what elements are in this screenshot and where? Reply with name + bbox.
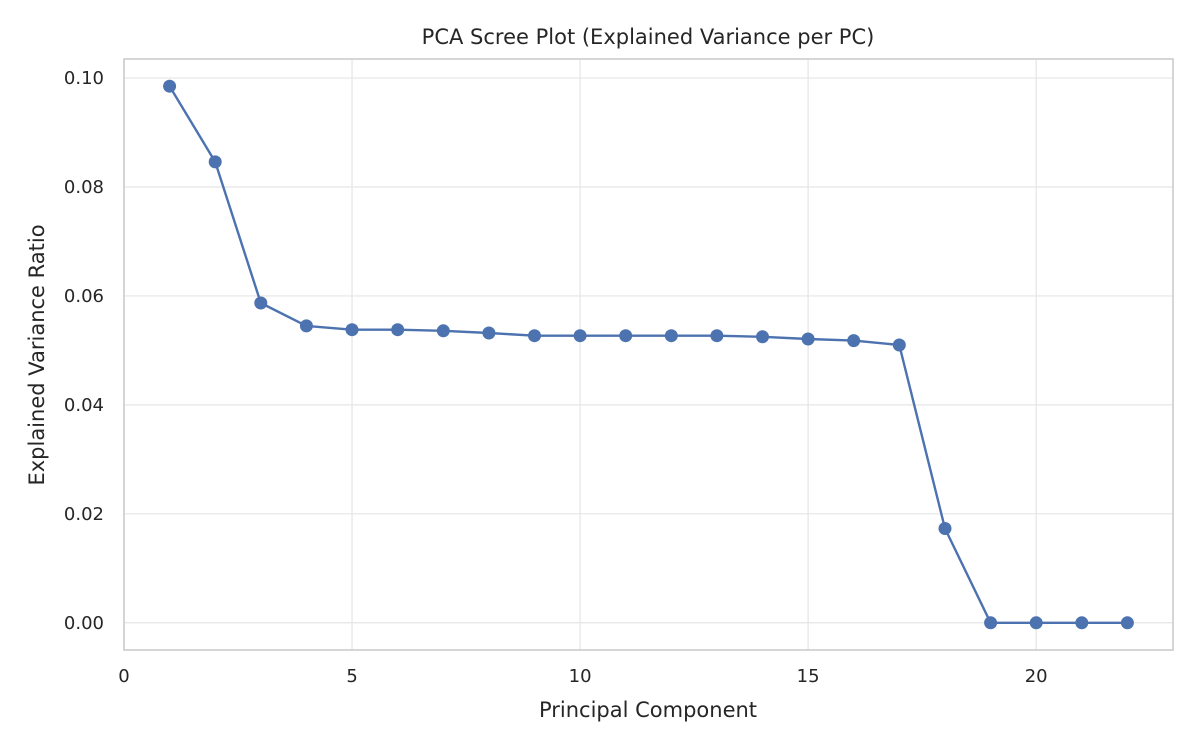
y-tick-labels: 0.00 0.02 0.04 0.06 0.08 0.10 [64,68,104,634]
x-axis-label: Principal Component [539,698,757,722]
data-point [1120,616,1134,630]
plot-frame [123,58,1174,651]
data-point [391,323,405,337]
data-point [1075,616,1089,630]
data-point [801,332,815,346]
y-axis-label: Explained Variance Ratio [25,224,49,485]
data-point [664,329,678,343]
x-tick-labels: 0 5 10 15 20 [118,666,1047,687]
grid-lines [123,59,1173,650]
y-tick-label: 0.08 [64,177,104,198]
data-point [436,324,450,338]
y-tick-label: 0.04 [64,395,104,416]
data-point [938,522,952,535]
data-point [756,330,769,344]
data-point [984,616,998,630]
x-tick-label: 15 [797,666,820,687]
y-tick-label: 0.00 [64,613,104,634]
data-point [208,155,222,169]
x-tick-label: 20 [1025,666,1048,687]
y-tick-label: 0.10 [64,68,104,89]
x-tick-label: 5 [346,666,357,687]
data-point [345,323,359,337]
x-tick-label: 10 [569,666,592,687]
data-point [482,326,496,340]
data-point [847,334,861,348]
x-tick-label: 0 [118,666,129,687]
data-points [163,79,1134,630]
data-point [163,79,177,93]
data-point [619,329,633,343]
data-point [573,329,587,343]
explained-variance-line [168,85,1128,624]
y-tick-label: 0.02 [64,504,104,525]
data-point [254,296,268,310]
data-point [528,329,541,343]
data-point [710,329,724,343]
data-point [892,338,906,352]
y-tick-label: 0.06 [64,286,104,307]
data-point [299,319,313,333]
chart-title: PCA Scree Plot (Explained Variance per P… [422,25,875,49]
data-point [1029,616,1043,630]
